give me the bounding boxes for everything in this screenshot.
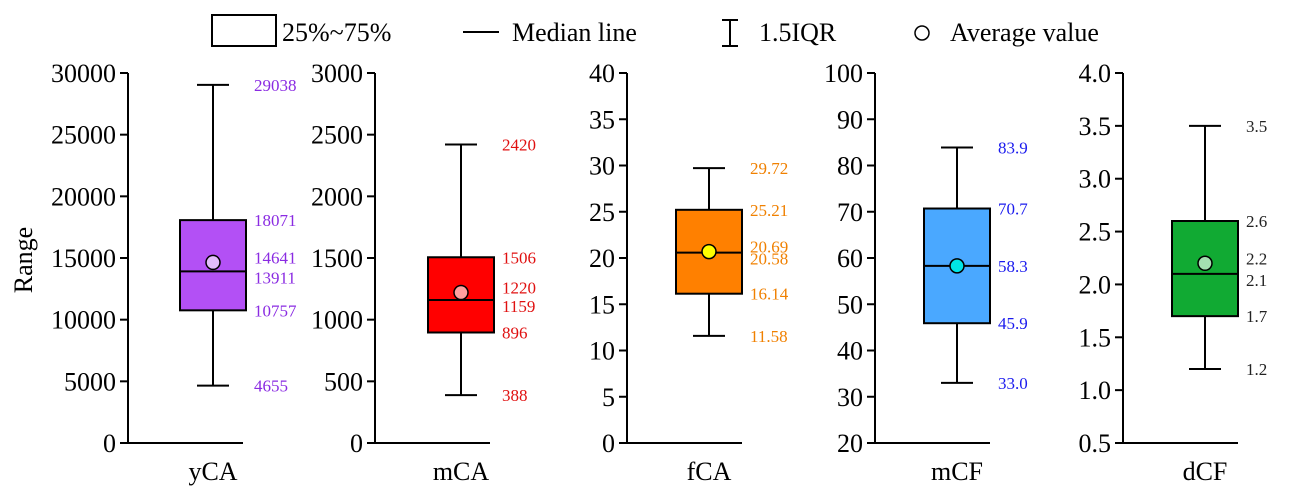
mean-marker <box>1197 255 1213 272</box>
legend-box-swatch <box>211 14 277 47</box>
y-tick-label: 20000 <box>51 182 116 211</box>
q1-label: 896 <box>502 323 528 342</box>
y-tick-label: 20 <box>589 244 615 273</box>
whisker-high-label: 29038 <box>254 76 297 95</box>
y-tick-label: 3.5 <box>1079 112 1112 141</box>
y-tick-label: 10 <box>589 337 615 366</box>
y-tick-label: 4.0 <box>1079 59 1112 88</box>
x-axis-label: dCF <box>1183 457 1228 486</box>
y-tick-label: 30000 <box>51 59 116 88</box>
whisker-high-label: 3.5 <box>1246 117 1267 136</box>
median-label: 58.3 <box>998 257 1028 276</box>
y-tick-label: 15 <box>589 290 615 319</box>
x-axis-label: fCA <box>687 457 732 486</box>
y-tick-label: 30 <box>837 383 863 412</box>
y-tick-label: 5000 <box>64 367 116 396</box>
whisker-high-label: 83.9 <box>998 138 1028 157</box>
whisker-low-label: 1.2 <box>1246 360 1267 379</box>
y-tick-label: 25000 <box>51 121 116 150</box>
y-tick-label: 60 <box>837 244 863 273</box>
q1-label: 1.7 <box>1246 307 1268 326</box>
mean-label: 14641 <box>254 248 297 267</box>
whisker-low-label: 388 <box>502 386 528 405</box>
x-axis-label: mCA <box>433 457 490 486</box>
legend-iqr-label: 1.5IQR <box>759 18 837 47</box>
y-tick-label: 25 <box>589 198 615 227</box>
y-tick-label: 40 <box>589 59 615 88</box>
legend-average-label: Average value <box>950 18 1099 47</box>
x-axis-label: mCF <box>931 457 983 486</box>
y-tick-label: 2500 <box>311 121 363 150</box>
legend: 25%~75% Median line 1.5IQR Average value <box>211 14 1099 47</box>
q3-label: 18071 <box>254 211 297 230</box>
y-tick-label: 100 <box>824 59 863 88</box>
y-tick-label: 0 <box>602 429 615 458</box>
legend-median-label: Median line <box>512 18 637 47</box>
y-tick-label: 0 <box>103 429 116 458</box>
whisker-high-label: 29.72 <box>750 159 788 178</box>
y-axis-title: Range <box>9 227 38 293</box>
y-tick-label: 35 <box>589 105 615 134</box>
y-tick-label: 500 <box>324 367 363 396</box>
y-tick-label: 70 <box>837 198 863 227</box>
y-tick-label: 20 <box>837 429 863 458</box>
q3-label: 25.21 <box>750 201 788 220</box>
y-tick-label: 0.5 <box>1079 429 1112 458</box>
y-tick-label: 2000 <box>311 182 363 211</box>
q3-label: 70.7 <box>998 200 1028 219</box>
y-tick-label: 3.0 <box>1079 165 1112 194</box>
median-label: 1159 <box>502 297 535 316</box>
panel-mCA: 0 500 1000 1500 2000 2500 3000 mCA 2420 1506 12201… <box>311 59 536 486</box>
legend-box-label: 25%~75% <box>282 18 391 47</box>
legend-iqr-swatch <box>722 19 738 47</box>
y-tick-label: 50 <box>837 290 863 319</box>
whisker-high-label: 2420 <box>502 136 536 155</box>
y-tick-label: 3000 <box>311 59 363 88</box>
x-axis-label: yCA <box>188 457 237 486</box>
panel-mCF: 20 30 40 50 60 70 80 90 100 mCF 83.9 70.7 58.3 45.9 33… <box>824 59 1028 486</box>
mean-label: 20.69 <box>750 238 788 257</box>
y-tick-label: 1.0 <box>1079 376 1112 405</box>
y-tick-label: 80 <box>837 152 863 181</box>
legend-average-swatch <box>914 25 930 41</box>
mean-label: 1220 <box>502 279 536 298</box>
whisker-low-label: 4655 <box>254 377 288 396</box>
mean-marker <box>701 243 717 260</box>
y-tick-label: 40 <box>837 337 863 366</box>
median-label: 2.1 <box>1246 271 1267 290</box>
q1-label: 45.9 <box>998 314 1028 333</box>
q3-label: 1506 <box>502 248 536 267</box>
mean-label: 2.2 <box>1246 249 1267 268</box>
y-tick-label: 10000 <box>51 306 116 335</box>
chart-panels: 050001000015000200002500030000yCA2903818… <box>51 59 1268 486</box>
panel-yCA: 0 5000 10000 15000 20000 25000 30000 yCA 29038 18… <box>51 59 297 486</box>
q1-label: 16.14 <box>750 285 789 304</box>
mean-marker <box>453 284 469 301</box>
panel-dCF: 0.5 1.0 1.5 2.0 2.5 3.0 3.5 4.0 dCF 3.5 2.6 2.2 2.1 1… <box>1079 59 1268 486</box>
median-label: 13911 <box>254 268 296 287</box>
y-tick-label: 1000 <box>311 306 363 335</box>
q1-label: 10757 <box>254 301 297 320</box>
y-tick-label: 90 <box>837 105 863 134</box>
y-tick-label: 15000 <box>51 244 116 273</box>
median-label: 20.58 <box>750 250 788 269</box>
mean-marker <box>949 258 965 274</box>
whisker-low-label: 33.0 <box>998 374 1028 393</box>
y-tick-label: 2.5 <box>1079 218 1112 247</box>
mean-marker <box>205 254 221 271</box>
y-tick-label: 1500 <box>311 244 363 273</box>
y-tick-label: 2.0 <box>1079 270 1112 299</box>
whisker-low-label: 11.58 <box>750 327 788 346</box>
y-tick-label: 0 <box>350 429 363 458</box>
y-tick-label: 1.5 <box>1079 323 1112 352</box>
q3-label: 2.6 <box>1246 212 1267 231</box>
y-tick-label: 30 <box>589 152 615 181</box>
y-tick-label: 5 <box>602 383 615 412</box>
